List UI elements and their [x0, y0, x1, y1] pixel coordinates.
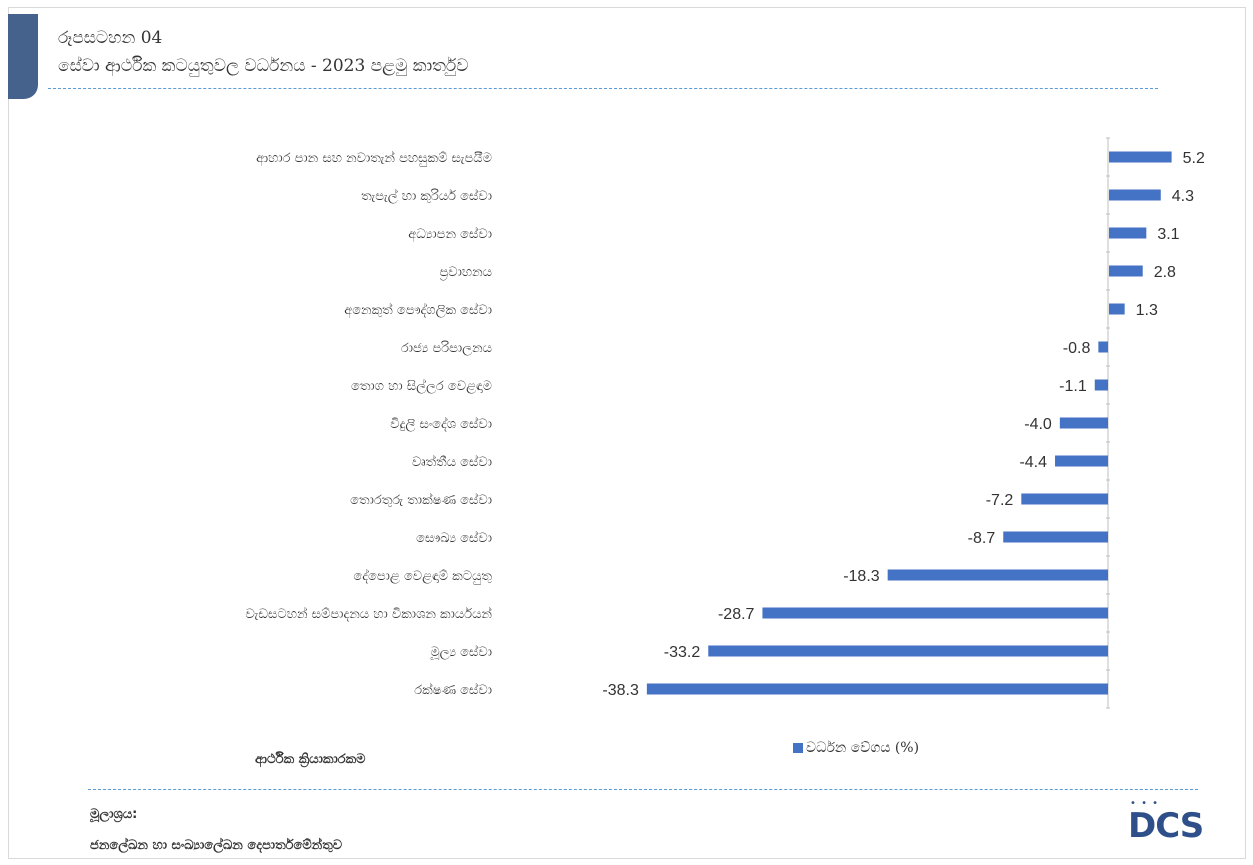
data-label: 3.1	[1157, 226, 1179, 243]
bar	[1003, 531, 1108, 543]
data-label: -7.2	[986, 492, 1014, 509]
dcs-logo-icon: • • •	[1130, 798, 1160, 809]
data-label: -18.3	[843, 568, 880, 585]
category-label: වැඩසටහන් සම්පාදනය හා විකාශන කාර්යයන්	[245, 606, 492, 622]
data-label: -4.4	[1019, 454, 1047, 471]
bar	[1059, 417, 1108, 429]
category-label: තැපැල් හා කුරියර් සේවා	[361, 188, 492, 204]
source-label: මූලාශ්‍රය:	[90, 807, 138, 822]
category-label: සෞඛ්‍ය සේවා	[416, 530, 492, 546]
figure-frame	[8, 7, 1246, 859]
dcs-logo: • • • DCS	[1128, 798, 1204, 846]
legend-swatch	[793, 743, 803, 753]
data-label: 1.3	[1136, 302, 1158, 319]
data-label: 2.8	[1154, 264, 1176, 281]
bar	[1021, 493, 1108, 505]
category-label: තොග හා සිල්ලර වෙළඳාම	[351, 378, 492, 394]
data-label: -8.7	[968, 530, 996, 547]
bar	[1109, 189, 1161, 201]
bar	[1109, 303, 1125, 315]
figure-title: සේවා ආර්ථික කටයුතුවල වර්ධනය - 2023 පළමු …	[58, 56, 469, 76]
data-label: -4.0	[1024, 416, 1052, 433]
data-label: -1.1	[1059, 378, 1087, 395]
data-label: -38.3	[602, 682, 639, 699]
category-label: අධ්‍යාපන සේවා	[408, 226, 492, 242]
bar	[1094, 379, 1108, 391]
logo-text: DCS	[1128, 806, 1204, 846]
data-label: -28.7	[718, 606, 755, 623]
category-label: රාජ්‍ය පරිපාලනය	[401, 340, 492, 356]
bar	[708, 645, 1108, 657]
category-label: රක්ෂණ සේවා	[414, 682, 492, 698]
bar	[887, 569, 1108, 581]
top-divider	[48, 88, 1158, 89]
bar	[1109, 265, 1143, 277]
legend-label: වර්ධන වේගය (%)	[806, 740, 920, 756]
category-label: තොරතුරු තාක්ෂණ සේවා	[350, 492, 492, 508]
category-axis-label: ආර්ථික ක්‍රියාකාරකම	[255, 752, 366, 767]
bottom-divider	[88, 789, 1198, 790]
category-label: විදුලි සංදේශ සේවා	[390, 416, 492, 432]
side-tab-accent	[8, 14, 38, 99]
data-label: 4.3	[1172, 188, 1194, 205]
bar	[1109, 227, 1147, 239]
category-label: ප්‍රවාහනය	[439, 265, 492, 280]
bar	[646, 683, 1108, 695]
data-label: -33.2	[664, 644, 701, 661]
category-label: අනෙකුත් පෞද්ගලික සේවා	[344, 302, 492, 318]
bar	[1098, 341, 1108, 353]
figure-label: රූපසටහන 04	[58, 28, 163, 48]
category-label: වෘත්තීය සේවා	[412, 454, 492, 470]
data-label: -0.8	[1063, 340, 1091, 357]
source-text: ජනලේඛන හා සංඛ්‍යාලේඛන දෙපාර්තමේන්තුව	[90, 838, 343, 853]
category-label: ආහාර පාන සහ නවාතැන් පහසුකම් සැපයීම	[256, 150, 492, 166]
bar	[1109, 151, 1172, 163]
data-label: 5.2	[1183, 150, 1205, 167]
bar	[1055, 455, 1108, 467]
chart-legend: වර්ධන වේගය (%)	[793, 740, 919, 756]
category-label: දේපොළ වෙළඳාම් කටයුතු	[353, 568, 492, 584]
category-label: මූල්‍ය සේවා	[430, 644, 492, 660]
bar	[762, 607, 1108, 619]
